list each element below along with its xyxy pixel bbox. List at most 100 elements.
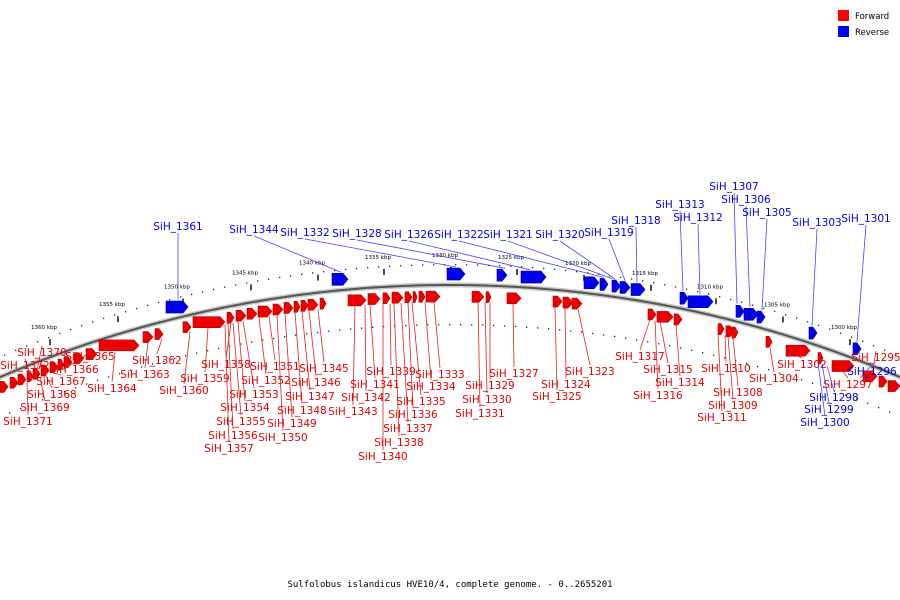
reverse-gene-block	[611, 279, 621, 293]
forward-gene-label: SiH_1341	[350, 379, 399, 391]
ruler-dot-lower	[97, 379, 99, 382]
ruler-dot-lower	[317, 331, 319, 334]
ruler-dot-upper	[422, 264, 424, 266]
forward-gene-block	[412, 291, 418, 303]
forward-gene-leader	[639, 319, 651, 351]
forward-gene-label: SiH_1348	[277, 405, 326, 417]
ruler-dot-lower	[42, 399, 44, 401]
reverse-gene-block	[599, 278, 609, 291]
ruler-dot-upper	[268, 278, 270, 280]
ruler-dot-lower	[152, 363, 154, 365]
ruler-dot-lower	[471, 324, 473, 326]
ruler-dot-upper	[741, 301, 743, 303]
ruler-dot-upper	[81, 325, 83, 327]
forward-gene-leader	[732, 337, 739, 387]
forward-gene-block	[831, 360, 855, 372]
ruler-dot-upper	[675, 286, 677, 288]
ruler-dot-upper	[367, 267, 369, 269]
forward-gene-block	[404, 291, 413, 304]
forward-gene-leader	[268, 316, 276, 361]
ruler-dot-lower	[449, 324, 451, 326]
forward-gene-label: SiH_1347	[285, 391, 334, 403]
forward-gene-block	[73, 352, 85, 365]
scale-tick-label: 1355 kbp	[99, 302, 125, 308]
ruler-dot-upper	[587, 272, 589, 274]
forward-gene-block	[471, 291, 485, 303]
ruler-dot-upper	[774, 310, 776, 313]
scale-tick	[49, 339, 51, 346]
forward-gene-label: SiH_1354	[220, 402, 270, 414]
forward-gene-label: SiH_1330	[462, 394, 511, 406]
reverse-gene-leader	[635, 226, 638, 283]
reverse-gene-block	[687, 295, 714, 309]
forward-gene-label: SiH_1371	[3, 416, 52, 428]
forward-gene-leader	[352, 305, 356, 406]
ruler-dot-upper	[653, 282, 655, 284]
ruler-dot-upper	[686, 288, 688, 290]
forward-gene-label: SiH_1323	[565, 366, 614, 378]
reverse-gene-block	[583, 276, 600, 290]
ruler-dot-upper	[136, 307, 138, 310]
forward-gene-block	[731, 326, 739, 339]
forward-gene-leader	[39, 377, 46, 402]
forward-gene-leader	[797, 355, 803, 359]
ruler-dot-upper	[257, 280, 259, 282]
reverse-gene-label: SiH_1322	[434, 229, 483, 241]
reverse-gene-block	[446, 267, 466, 281]
forward-gene-leader	[411, 302, 422, 396]
reverse-gene-block	[756, 310, 766, 324]
ruler-dot-lower	[361, 327, 363, 329]
reverse-gene-label: SiH_1307	[709, 181, 758, 193]
forward-gene-leader	[512, 303, 515, 368]
forward-gene-leader	[675, 324, 681, 377]
forward-gene-leader	[45, 375, 53, 389]
ruler-dot-upper	[301, 273, 303, 275]
forward-gene-label: SiH_1338	[374, 437, 423, 449]
forward-gene-leader	[294, 312, 303, 405]
genome-caption: Sulfolobus islandicus HVE10/4, complete …	[287, 580, 612, 590]
forward-gene-leader	[400, 302, 409, 423]
forward-gene-block	[40, 364, 50, 377]
ruler-dot-upper	[411, 264, 413, 266]
ruler-dot-lower	[515, 325, 517, 328]
forward-gene-leader	[26, 382, 29, 416]
forward-gene-leader	[393, 303, 400, 437]
ruler-dot-lower	[9, 412, 11, 414]
scale-tick	[117, 316, 119, 323]
reverse-gene-leader	[679, 210, 684, 292]
forward-gene-block	[0, 381, 9, 393]
ruler-dot-lower	[537, 327, 539, 329]
reverse-gene-leader	[304, 238, 457, 268]
forward-gene-block	[154, 328, 164, 340]
ruler-dot-upper	[246, 282, 248, 284]
ruler-dot-lower	[339, 329, 341, 331]
ruler-dot-upper	[708, 293, 710, 295]
forward-gene-leader	[389, 303, 392, 366]
forward-gene-label: SiH_1366	[49, 364, 99, 376]
forward-gene-block	[17, 373, 27, 386]
scale-tick-label: 1330 kbp	[432, 253, 458, 259]
ruler-dot-upper	[224, 286, 226, 288]
scale-tick	[317, 274, 319, 281]
ruler-dot-lower	[86, 383, 88, 385]
scale-tick-label: 1305 kbp	[764, 303, 790, 309]
ruler-dot-lower	[130, 369, 132, 371]
forward-gene-block	[307, 298, 319, 311]
forward-gene-leader	[424, 302, 432, 381]
reverse-gene-block	[331, 272, 349, 286]
ruler-dot-lower	[867, 402, 869, 404]
forward-gene-block	[192, 316, 226, 328]
reverse-gene-label: SiH_1296	[847, 366, 897, 378]
ruler-dot-upper	[631, 278, 633, 280]
ruler-dot-upper	[543, 267, 545, 270]
forward-gene-leader	[364, 305, 367, 392]
forward-gene-block	[272, 303, 284, 316]
ruler-dot-upper	[532, 266, 534, 269]
forward-gene-block	[887, 380, 900, 392]
reverse-gene-block	[808, 326, 818, 340]
ruler-dot-upper	[70, 328, 72, 331]
forward-gene-label: SiH_1302	[777, 359, 826, 371]
ruler-dot-lower	[614, 335, 616, 338]
